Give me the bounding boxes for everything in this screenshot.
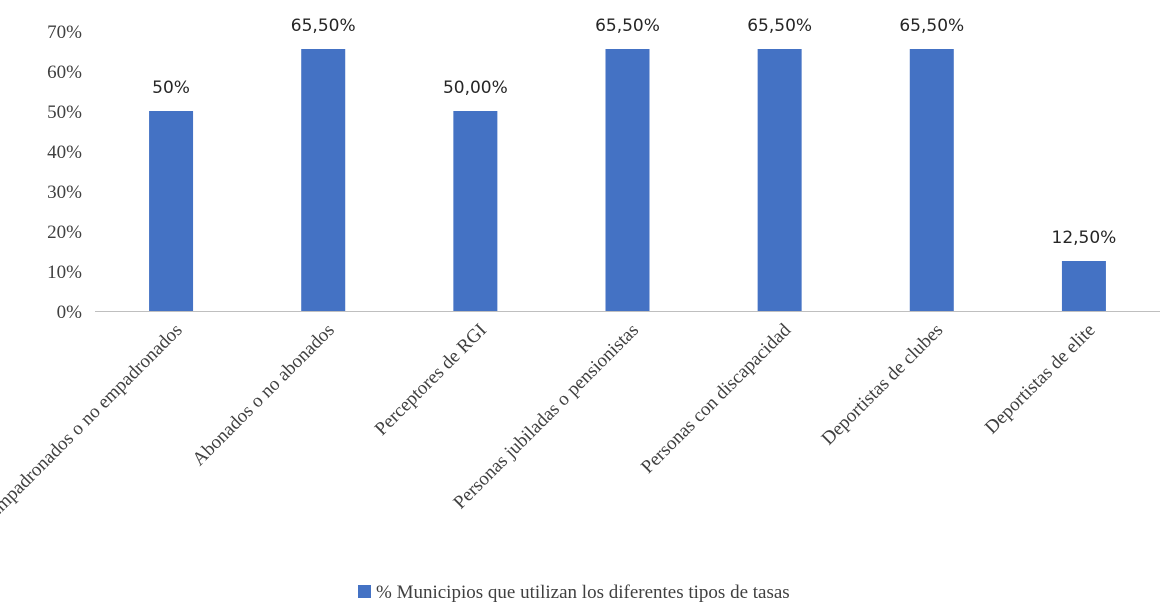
y-tick-label: 30% bbox=[47, 182, 82, 203]
category-label: Deportistas de elite bbox=[981, 320, 1100, 439]
legend-label: % Municipios que utilizan los diferentes… bbox=[376, 582, 790, 603]
y-tick-label: 70% bbox=[47, 22, 82, 43]
bar bbox=[1061, 261, 1106, 311]
data-label: 65,50% bbox=[899, 16, 964, 36]
y-tick-label: 50% bbox=[47, 102, 82, 123]
data-label: 65,50% bbox=[291, 16, 356, 36]
category-label: Empadronados o no empadronados bbox=[0, 320, 187, 524]
category-label: Personas con discapacidad bbox=[637, 319, 795, 477]
bar bbox=[301, 49, 346, 311]
bar bbox=[605, 49, 650, 311]
data-label: 12,50% bbox=[1052, 228, 1117, 248]
bar bbox=[909, 49, 954, 311]
y-tick-label: 20% bbox=[47, 222, 82, 243]
bar bbox=[453, 111, 498, 311]
category-label: Perceptores de RGI bbox=[371, 320, 491, 440]
y-tick-label: 10% bbox=[47, 262, 82, 283]
y-tick-label: 0% bbox=[57, 302, 83, 323]
category-label: Deportistas de clubes bbox=[818, 320, 948, 450]
legend-swatch bbox=[358, 585, 371, 598]
category-labels: Empadronados o no empadronados Abonados o… bbox=[0, 319, 1099, 523]
bars bbox=[149, 49, 1106, 311]
y-tick-label: 40% bbox=[47, 142, 82, 163]
data-label: 50% bbox=[152, 78, 190, 98]
legend: % Municipios que utilizan los diferentes… bbox=[358, 582, 790, 603]
y-axis-ticks: 0% 10% 20% 30% 40% 50% 60% 70% bbox=[47, 22, 82, 323]
data-labels: 50% 65,50% 50,00% 65,50% 65,50% 65,50% 12,50% bbox=[152, 16, 1116, 248]
y-tick-label: 60% bbox=[47, 62, 82, 83]
bar bbox=[757, 49, 802, 311]
category-label: Abonados o no abonados bbox=[188, 320, 338, 470]
category-label: Personas jubiladas o pensionistas bbox=[449, 320, 643, 514]
data-label: 65,50% bbox=[595, 16, 660, 36]
data-label: 65,50% bbox=[747, 16, 812, 36]
data-label: 50,00% bbox=[443, 78, 508, 98]
bar bbox=[149, 111, 194, 311]
